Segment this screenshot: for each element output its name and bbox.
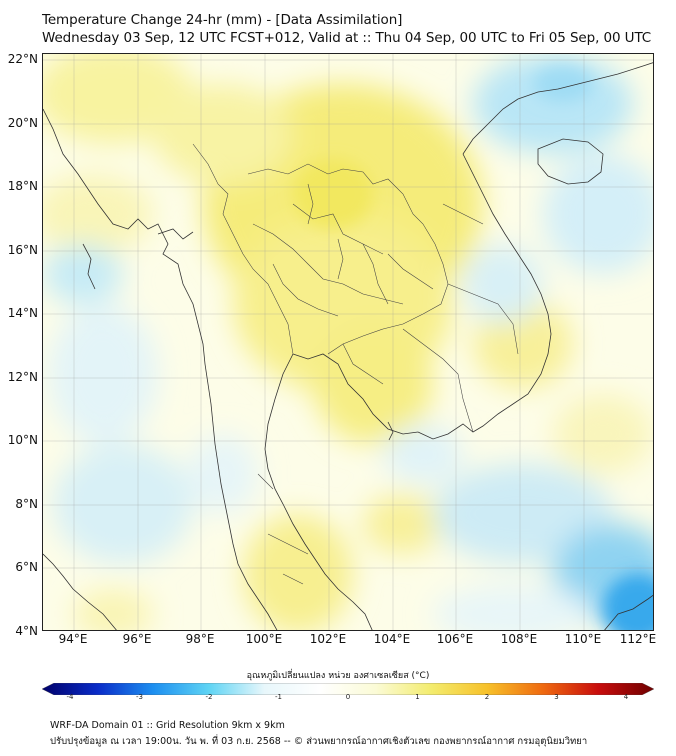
map-panel[interactable] bbox=[42, 53, 654, 631]
colorbar bbox=[41, 680, 655, 696]
lon-label-98e: 98°E bbox=[185, 632, 215, 646]
lon-label-106e: 106°E bbox=[436, 632, 474, 646]
lon-label-100e: 100°E bbox=[245, 632, 283, 646]
lon-label-112e: 112°E bbox=[619, 632, 657, 646]
colorbar-tick-label: 3 bbox=[554, 693, 559, 701]
lat-label-4n: 4°N bbox=[15, 624, 38, 638]
lat-label-20n: 20°N bbox=[7, 116, 38, 130]
lat-label-14n: 14°N bbox=[7, 306, 38, 320]
lon-label-94e: 94°E bbox=[58, 632, 88, 646]
temperature-field bbox=[43, 54, 653, 630]
colorbar-tick-label: -4 bbox=[66, 693, 74, 701]
lat-label-18n: 18°N bbox=[7, 179, 38, 193]
chart-title: Temperature Change 24-hr (mm) - [Data As… bbox=[42, 12, 403, 28]
lat-label-6n: 6°N bbox=[15, 560, 38, 574]
colorbar-tick-label: 1 bbox=[415, 693, 420, 701]
colorbar-tick-label: 2 bbox=[484, 693, 490, 701]
colorbar-title: อุณหภูมิเปลี่ยนแปลง หน่วย องศาเซลเซียส (… bbox=[246, 671, 430, 681]
admin-boundaries bbox=[192, 143, 519, 585]
lon-label-108e: 108°E bbox=[500, 632, 538, 646]
lon-label-102e: 102°E bbox=[309, 632, 347, 646]
coastlines bbox=[43, 62, 653, 630]
colorbar-tick-label: 0 bbox=[345, 693, 351, 701]
footer-update-info: ปรับปรุงข้อมูล ณ เวลา 19:00น. วัน พ. ที่… bbox=[50, 736, 588, 747]
colorbar-tick-label: -2 bbox=[205, 693, 213, 701]
graticule bbox=[43, 54, 653, 630]
lat-label-10n: 10°N bbox=[7, 433, 38, 447]
temperature-field-map bbox=[43, 54, 653, 630]
chart-subtitle: Wednesday 03 Sep, 12 UTC FCST+012, Valid… bbox=[42, 30, 652, 46]
colorbar-tick-label: 4 bbox=[623, 693, 629, 701]
lat-label-12n: 12°N bbox=[7, 370, 38, 384]
lon-label-110e: 110°E bbox=[564, 632, 602, 646]
footer-model-info: WRF-DA Domain 01 :: Grid Resolution 9km … bbox=[50, 720, 285, 731]
lat-label-16n: 16°N bbox=[7, 243, 38, 257]
lat-label-8n: 8°N bbox=[15, 497, 38, 511]
temperature-extremes bbox=[293, 66, 653, 630]
colorbar-tick-label: -1 bbox=[275, 693, 282, 701]
lon-label-96e: 96°E bbox=[122, 632, 152, 646]
lat-label-22n: 22°N bbox=[7, 52, 38, 66]
colorbar-tick-label: -3 bbox=[136, 693, 143, 701]
lon-label-104e: 104°E bbox=[373, 632, 411, 646]
